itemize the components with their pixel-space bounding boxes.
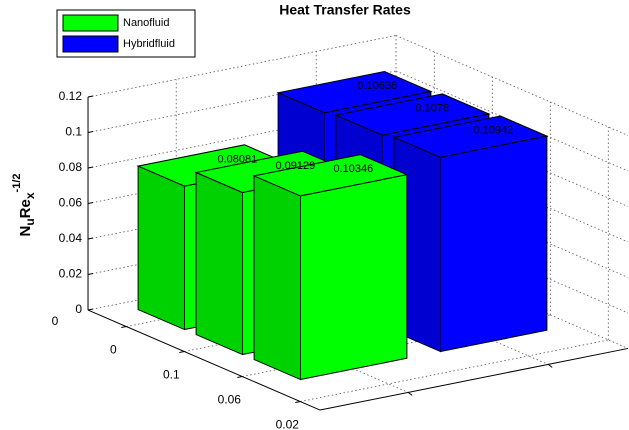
z-label-part: u (23, 218, 37, 225)
grid-line (87, 70, 397, 133)
z-tick-label: 0 (75, 302, 82, 316)
z-tick (87, 202, 94, 205)
z-axis-label: NuRex-1/2 (11, 173, 37, 236)
x-tick (179, 351, 185, 354)
bar (252, 154, 409, 381)
z-tick-label: 0.06 (59, 196, 83, 210)
data-label: 0.09129 (276, 160, 316, 172)
data-label: 0.10636 (358, 80, 398, 92)
x-axis (87, 309, 321, 411)
z-label-part: x (23, 192, 37, 199)
grid-line (300, 339, 609, 402)
z-tick-label: 0.12 (59, 89, 83, 103)
data-label: 0.10942 (474, 125, 514, 137)
bar-top (392, 115, 549, 158)
grid-line (87, 106, 397, 169)
bar-side (137, 165, 185, 331)
bar-side (253, 175, 301, 381)
z-tick (87, 95, 94, 98)
x-tick (237, 376, 243, 379)
z-label-part: -1/2 (11, 173, 23, 192)
z-tick-label: 0.1 (65, 125, 82, 139)
grid-line (87, 35, 397, 98)
x-tick-label: 0.1 (163, 368, 180, 382)
z-tick-label: 0.08 (59, 160, 83, 174)
z-tick (87, 273, 94, 276)
z-tick (87, 308, 94, 311)
z-tick (87, 237, 94, 240)
z-label-part: N (17, 226, 34, 237)
legend: Nanofluid Hybridfluid (56, 9, 196, 58)
z-tick (87, 166, 94, 169)
data-label: 0.08081 (218, 153, 258, 165)
bar-side (195, 171, 243, 356)
bar-top (276, 70, 433, 114)
legend-label: Hybridfluid (123, 38, 175, 50)
bar-top (252, 154, 409, 197)
z-tick-label: 0.04 (59, 231, 83, 245)
x-tick (121, 326, 127, 329)
y-tick (407, 391, 413, 396)
legend-swatch (62, 14, 119, 32)
legend-label: Nanofluid (123, 17, 169, 29)
y-tick-label: 0 (52, 314, 59, 328)
x-tick-label: 0.02 (276, 418, 300, 430)
chart-title: Heat Transfer Rates (279, 2, 411, 18)
bar-top (334, 93, 491, 136)
data-label: 0.1078 (416, 102, 450, 114)
x-tick (295, 401, 301, 404)
x-tick-label: 0.06 (218, 393, 242, 407)
y-axis (319, 347, 629, 411)
x-tick-label: 0 (110, 343, 117, 357)
bar-front (300, 174, 408, 381)
y-tick (547, 363, 553, 368)
legend-swatch (62, 35, 119, 53)
z-label-part: Re (17, 199, 34, 218)
data-label: 0.10346 (334, 163, 374, 175)
bar (392, 115, 549, 353)
bar-front (440, 135, 548, 353)
z-tick (87, 131, 94, 134)
z-tick-label: 0.02 (59, 267, 83, 281)
